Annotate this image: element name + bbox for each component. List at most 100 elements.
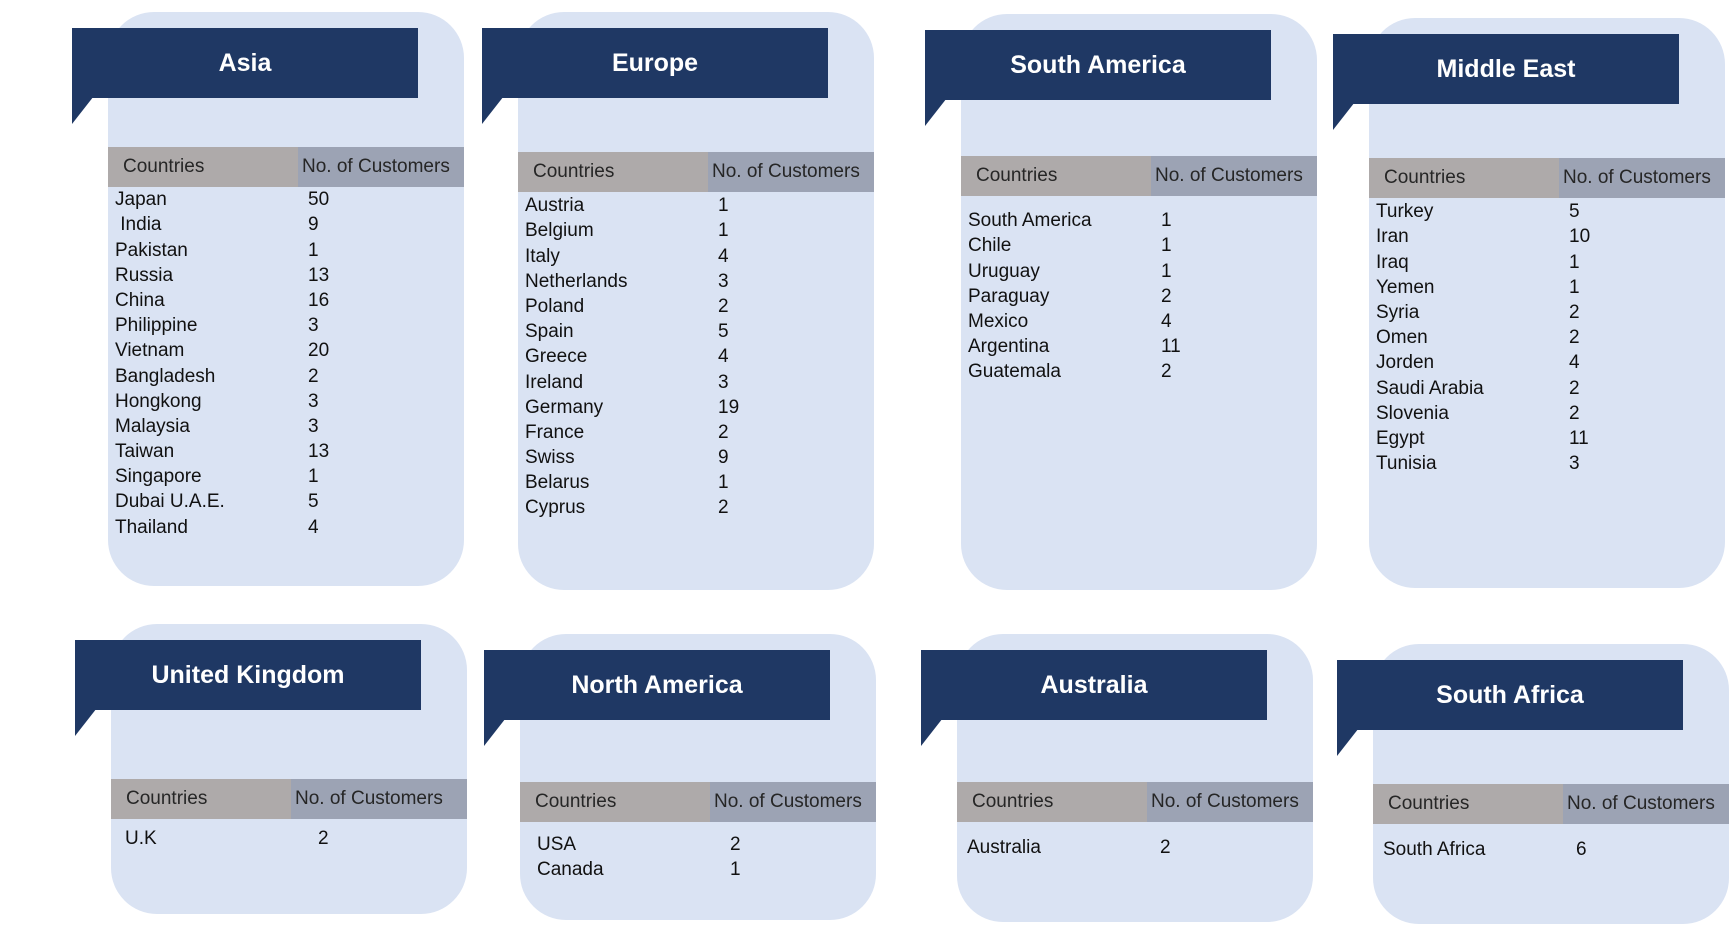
region-title: Australia — [921, 650, 1267, 720]
table-row: Mexico 4 — [968, 308, 1308, 333]
customer-count: 5 — [308, 491, 319, 513]
table-row: China 16 — [115, 287, 455, 312]
table-row: U.K 2 — [125, 825, 465, 850]
card-background — [1369, 18, 1725, 588]
column-header-countries: Countries — [1369, 158, 1559, 198]
region-title: Asia — [72, 28, 418, 98]
customer-count: 1 — [718, 220, 729, 242]
table-header: Countries No. of Customers — [520, 782, 876, 822]
region-title: Europe — [482, 28, 828, 98]
country-name: Dubai U.A.E. — [115, 491, 225, 513]
table-row: Hongkong 3 — [115, 388, 455, 413]
country-name: Australia — [967, 837, 1041, 859]
region-card-europe: Europe Countries No. of Customers Austri… — [482, 12, 874, 590]
table-row: France 2 — [525, 419, 865, 444]
column-header-countries: Countries — [111, 779, 291, 819]
table-row: Vietnam 20 — [115, 337, 455, 362]
customer-count: 9 — [718, 447, 729, 469]
country-name: Cyprus — [525, 497, 586, 519]
table-row: Guatemala 2 — [968, 358, 1308, 383]
customer-count: 2 — [1160, 837, 1171, 859]
customer-count: 2 — [318, 828, 329, 850]
table-row: Bangladesh 2 — [115, 362, 455, 387]
table-header: Countries No. of Customers — [1373, 784, 1729, 824]
country-name: China — [115, 289, 165, 311]
table-row: Uruguay 1 — [968, 257, 1308, 282]
customer-count: 2 — [1569, 327, 1580, 349]
country-name: Netherlands — [525, 270, 628, 292]
customer-count: 19 — [718, 396, 740, 418]
table-row: Belarus 1 — [525, 469, 865, 494]
region-card-united-kingdom: United Kingdom Countries No. of Customer… — [75, 624, 467, 914]
country-name: Ireland — [525, 371, 584, 393]
customer-count: 1 — [730, 859, 741, 881]
table-row: Belgium 1 — [525, 217, 865, 242]
table-row: Greece 4 — [525, 343, 865, 368]
customer-count: 6 — [1576, 839, 1587, 861]
table-row: South America 1 — [968, 207, 1308, 232]
customer-count: 1 — [1161, 260, 1172, 282]
customer-count: 2 — [730, 834, 741, 856]
table-row: Japan 50 — [115, 186, 455, 211]
customer-count: 5 — [718, 321, 729, 343]
country-name: Spain — [525, 321, 574, 343]
column-header-customers: No. of Customers — [1563, 784, 1729, 824]
country-name: Syria — [1376, 301, 1420, 323]
customer-count: 4 — [1161, 310, 1172, 332]
country-name: Russia — [115, 264, 174, 286]
country-name: Slovenia — [1376, 402, 1449, 424]
customer-count: 3 — [308, 415, 319, 437]
column-header-customers: No. of Customers — [1147, 782, 1313, 822]
country-name: Belarus — [525, 472, 590, 494]
region-title: Middle East — [1333, 34, 1679, 104]
column-header-countries: Countries — [1373, 784, 1563, 824]
customer-count: 1 — [1569, 251, 1580, 273]
country-name: Malaysia — [115, 415, 190, 437]
table-row: India 9 — [115, 211, 455, 236]
country-name: Paraguay — [968, 285, 1050, 307]
country-list: South Africa 6 — [1383, 836, 1723, 861]
customer-count: 3 — [308, 390, 319, 412]
customer-count: 2 — [308, 365, 319, 387]
country-name: USA — [537, 834, 577, 856]
customer-count: 1 — [1161, 210, 1172, 232]
country-name: Italy — [525, 245, 560, 267]
region-card-north-america: North America Countries No. of Customers… — [484, 634, 876, 920]
table-row: Tunisia 3 — [1376, 450, 1716, 475]
country-list: South America 1 Chile 1 Uruguay 1 Paraguay 2 Mex… — [968, 207, 1308, 383]
customer-count: 11 — [1569, 427, 1589, 449]
card-background — [961, 14, 1317, 590]
table-header: Countries No. of Customers — [108, 147, 464, 187]
country-name: Bangladesh — [115, 365, 216, 387]
country-name: Iran — [1376, 226, 1409, 248]
country-name: Hongkong — [115, 390, 202, 412]
country-name: Taiwan — [115, 441, 175, 463]
customer-count: 4 — [718, 346, 729, 368]
country-name: Yemen — [1376, 276, 1435, 298]
table-row: Swiss 9 — [525, 444, 865, 469]
country-name: Greece — [525, 346, 588, 368]
customer-count: 2 — [718, 421, 729, 443]
customer-count: 2 — [1161, 285, 1172, 307]
column-header-countries: Countries — [961, 156, 1151, 196]
customer-count: 1 — [308, 466, 319, 488]
table-row: Cyprus 2 — [525, 494, 865, 519]
table-header: Countries No. of Customers — [111, 779, 467, 819]
country-name: Vietnam — [115, 340, 185, 362]
region-card-middle-east: Middle East Countries No. of Customers T… — [1333, 18, 1725, 588]
column-header-customers: No. of Customers — [710, 782, 876, 822]
country-name: Poland — [525, 295, 585, 317]
table-row: Russia 13 — [115, 262, 455, 287]
table-row: Thailand 4 — [115, 513, 455, 538]
region-card-south-africa: South Africa Countries No. of Customers … — [1337, 644, 1729, 924]
customer-count: 1 — [308, 239, 319, 261]
table-row: Omen 2 — [1376, 324, 1716, 349]
table-row: Philippine 3 — [115, 312, 455, 337]
table-row: USA 2 — [537, 831, 877, 856]
country-name: Guatemala — [968, 361, 1061, 383]
customer-count: 9 — [308, 214, 319, 236]
country-name: Swiss — [525, 447, 575, 469]
country-name: Mexico — [968, 310, 1029, 332]
table-row: Spain 5 — [525, 318, 865, 343]
country-name: U.K — [125, 828, 157, 850]
